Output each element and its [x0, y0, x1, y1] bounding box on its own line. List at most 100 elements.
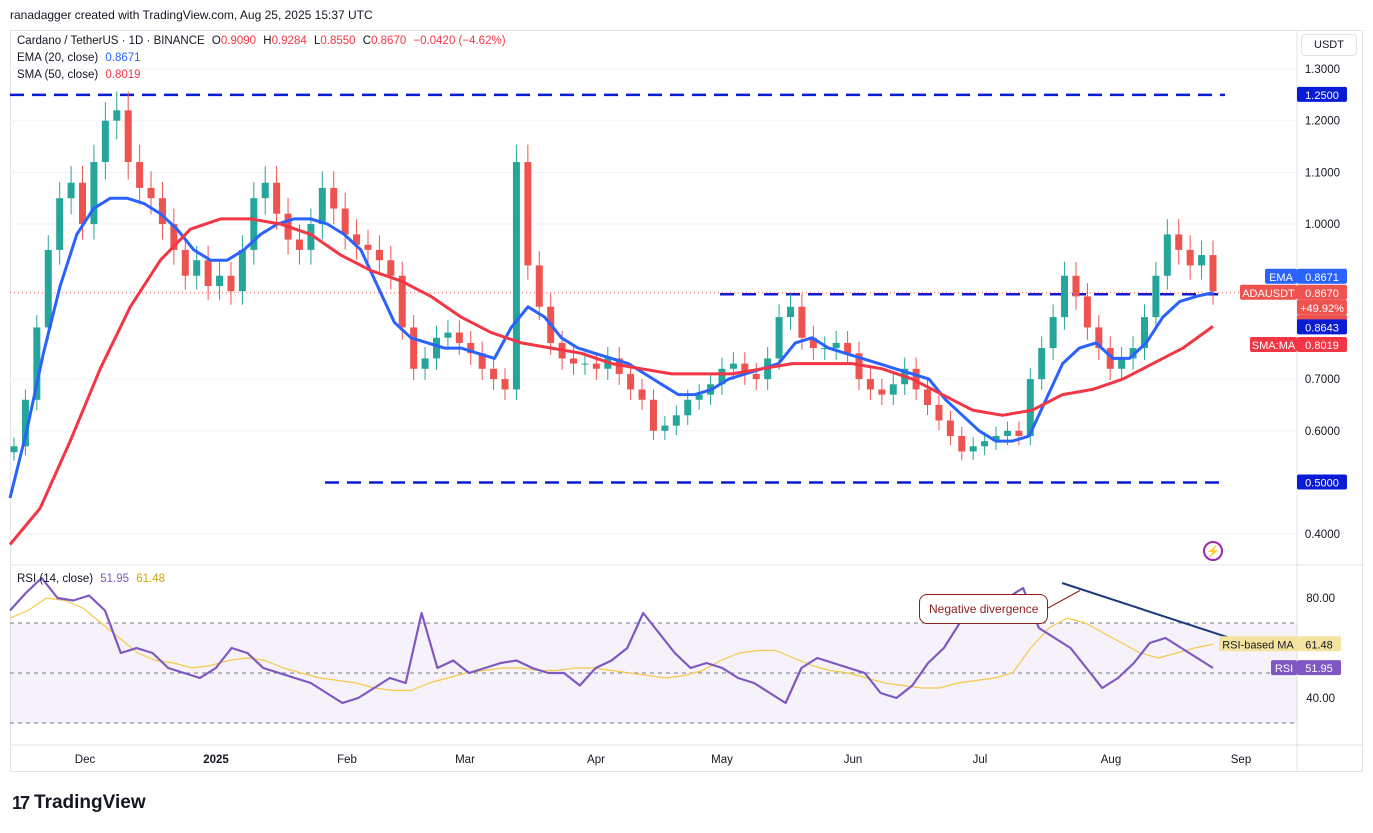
candle-body — [273, 182, 281, 214]
candle-body — [1163, 234, 1171, 276]
axis-label-bg — [1219, 636, 1297, 652]
time-tick-label: Jul — [973, 754, 988, 766]
chart-caption: ranadagger created with TradingView.com,… — [10, 8, 373, 22]
candle-body — [67, 182, 75, 199]
candle-body — [741, 363, 749, 374]
close-label: C — [362, 35, 372, 47]
candle-body — [981, 441, 989, 447]
candle-body — [238, 249, 246, 292]
symbol-title: Cardano / TetherUS · 1D · BINANCE — [17, 35, 205, 47]
candle-body — [330, 187, 338, 209]
candle-body — [1095, 327, 1103, 349]
candle-body — [912, 368, 920, 390]
currency-button[interactable]: USDT — [1301, 34, 1357, 56]
candle-body — [935, 404, 943, 421]
axis-label-bg — [1297, 319, 1347, 335]
candle-body — [661, 425, 669, 431]
chart-frame — [10, 30, 1363, 772]
candle-body — [375, 249, 383, 261]
time-tick-label: Dec — [75, 754, 96, 766]
candle-body — [1186, 249, 1194, 266]
candle-body — [1015, 430, 1023, 436]
price-tick-label: 0.7000 — [1305, 374, 1340, 386]
axis-label-sma-tag: SMA:MA — [1252, 340, 1296, 352]
candle-body — [318, 187, 326, 225]
candle-body — [752, 373, 760, 380]
candle-body — [136, 162, 144, 188]
axis-label-sma: 0.8019 — [1305, 340, 1339, 352]
candle-body — [90, 162, 98, 225]
alert-icon[interactable]: ⚡ — [1203, 541, 1223, 561]
rsi-tick-label: 80.00 — [1306, 593, 1335, 605]
time-tick-label: 2025 — [203, 754, 229, 766]
candle-body — [261, 182, 269, 199]
candle-body — [1152, 275, 1160, 318]
axis-label-rsi-tag: RSI — [1275, 663, 1293, 675]
candle-body — [1072, 275, 1080, 297]
candle-body — [79, 182, 87, 225]
candle-body — [250, 198, 258, 250]
axis-label-ema-tag: EMA — [1269, 272, 1294, 284]
candle-body — [113, 110, 121, 121]
time-tick-label: Jun — [844, 754, 863, 766]
price-tick-label: 1.1000 — [1305, 167, 1340, 179]
candle-body — [1209, 255, 1217, 292]
rsi-ma-line — [9, 597, 1214, 692]
candle-body — [832, 342, 840, 349]
axis-label-bg — [1297, 268, 1347, 284]
tradingview-brand[interactable]: 17 TradingView — [12, 792, 146, 814]
time-tick-label: Feb — [337, 754, 357, 766]
open-value: 0.9090 — [220, 35, 257, 47]
low-label: L — [313, 35, 321, 47]
axis-label-ma: 61.48 — [1305, 639, 1333, 651]
candle-body — [581, 363, 589, 365]
candle-body — [1083, 296, 1091, 328]
time-tick-label: Sep — [1231, 754, 1251, 766]
axis-label-symbol-tag: ADAUSDT — [1242, 288, 1295, 300]
axis-label-bg — [1250, 336, 1297, 352]
symbol-legend[interactable]: Cardano / TetherUS · 1D · BINANCE O0.909… — [17, 35, 510, 47]
candle-body — [181, 249, 189, 276]
candle-body — [924, 389, 932, 405]
candle-body — [821, 348, 829, 350]
candle-body — [1049, 317, 1057, 349]
candle-body — [455, 332, 463, 343]
candle-body — [878, 389, 886, 395]
candle-body — [147, 187, 155, 199]
candle-body — [56, 198, 64, 250]
candle-body — [364, 244, 372, 250]
candle-body — [216, 275, 224, 287]
axis-label-bg — [1271, 660, 1297, 676]
price-tick-label: 1.0000 — [1305, 219, 1340, 231]
candle-body — [695, 394, 703, 400]
sma-legend[interactable]: SMA (50, close) 0.8019 — [17, 69, 145, 81]
candle-body — [1118, 358, 1126, 369]
open-label: O — [211, 35, 221, 47]
time-tick-label: Apr — [587, 754, 605, 766]
candle-body — [10, 446, 18, 453]
ema-legend[interactable]: EMA (20, close) 0.8671 — [17, 52, 145, 64]
candle-body — [398, 275, 406, 328]
price-tick-label: 1.2000 — [1305, 116, 1340, 128]
candle-body — [444, 332, 452, 338]
axis-label-price: 0.8670 — [1305, 288, 1339, 300]
candle-body — [193, 260, 201, 276]
axis-label-price-sub: +49.92% — [1300, 303, 1344, 315]
axis-label-bg — [1297, 86, 1347, 102]
candle-body — [1140, 317, 1148, 349]
candle-body — [33, 327, 41, 400]
candle-body — [490, 368, 498, 380]
candle-body — [101, 120, 109, 163]
candle-body — [969, 446, 977, 452]
candle-body — [501, 379, 509, 390]
candle-body — [1175, 234, 1183, 250]
rsi-tick-label: 40.00 — [1306, 693, 1335, 705]
candle-body — [341, 208, 349, 235]
axis-label-bg — [1297, 299, 1347, 315]
candle-body — [775, 317, 783, 359]
candle-body — [478, 353, 486, 369]
candle-body — [158, 198, 166, 225]
axis-label-level: 1.2500 — [1305, 90, 1339, 102]
rsi-legend[interactable]: RSI (14, close) 51.95 61.48 — [17, 573, 169, 585]
